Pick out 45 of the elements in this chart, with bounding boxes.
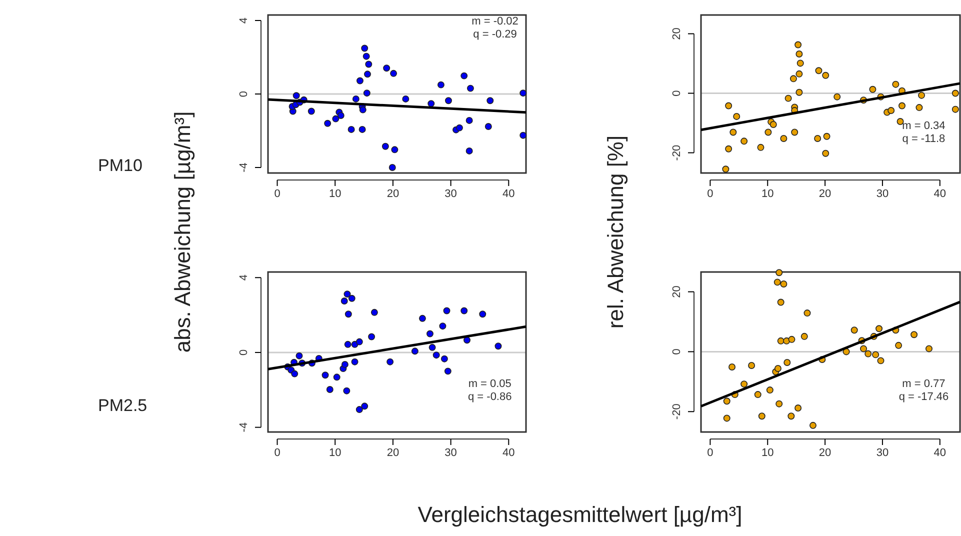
x-tick-label: 20 [818, 446, 832, 459]
x-tick-label: 0 [707, 188, 714, 200]
text: PM10 [98, 156, 142, 175]
x-tick-label: 30 [444, 188, 457, 200]
annotation: m = -0.02 [472, 15, 518, 28]
y-tick-label: 20 [671, 28, 683, 40]
x-tick-label: 40 [502, 188, 515, 200]
annotation: m = 0.77 [902, 378, 946, 390]
y-tick-label: -4 [238, 422, 250, 432]
y-tick-label: 0 [238, 349, 250, 356]
x-tick-label: 20 [386, 446, 400, 459]
x-tick-label: 0 [707, 446, 714, 459]
x-tick-label: 0 [274, 446, 280, 459]
x-tick-label: 20 [386, 188, 400, 200]
x-tick-label: 10 [761, 188, 774, 200]
y-tick-label: 4 [238, 274, 250, 281]
text: PM2.5 [98, 396, 148, 415]
x-tick-label: 30 [876, 446, 889, 459]
x-tick-label: 40 [502, 446, 515, 459]
y-tick-label: 0 [671, 90, 683, 96]
x-tick-label: 10 [761, 446, 774, 459]
y-tick-label: -4 [238, 162, 250, 172]
x-tick-label: 30 [876, 188, 889, 200]
y-axis-title: rel. Abweichung [%] [603, 135, 628, 329]
x-tick-label: 20 [818, 188, 832, 200]
x-tick-label: 40 [934, 446, 946, 459]
annotation: m = 0.05 [468, 378, 512, 390]
annotation: q = -17.46 [898, 391, 949, 404]
x-tick-label: 10 [328, 188, 342, 200]
y-axis-title: abs. Abweichung [µg/m³] [170, 111, 195, 353]
x-tick-label: 30 [444, 446, 457, 459]
annotation: q = -0.29 [473, 28, 517, 40]
x-axis-title: Vergleichstagesmittelwert [µg/m³] [418, 502, 742, 527]
annotation: q = -11.8 [902, 132, 946, 145]
y-tick-label: -20 [671, 144, 683, 161]
y-tick-label: 0 [238, 90, 250, 98]
annotation: m = 0.34 [902, 120, 946, 132]
y-tick-label: -20 [671, 404, 683, 420]
x-tick-label: 10 [328, 446, 342, 459]
y-tick-label: 20 [671, 286, 683, 298]
x-tick-label: 0 [274, 188, 280, 200]
x-tick-label: 40 [934, 188, 946, 200]
annotation: q = -0.86 [468, 391, 512, 404]
y-tick-label: 0 [671, 348, 683, 355]
y-tick-label: 4 [238, 17, 250, 24]
